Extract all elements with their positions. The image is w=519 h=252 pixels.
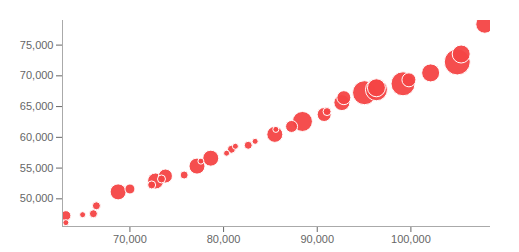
svg-text:55,000: 55,000 — [20, 162, 54, 174]
svg-text:60,000: 60,000 — [20, 131, 54, 143]
svg-text:90,000: 90,000 — [300, 233, 334, 245]
svg-text:75,000: 75,000 — [20, 39, 54, 51]
svg-text:70,000: 70,000 — [20, 69, 54, 81]
svg-text:100,000: 100,000 — [391, 233, 431, 245]
svg-text:50,000: 50,000 — [20, 192, 54, 204]
svg-text:70,000: 70,000 — [113, 233, 147, 245]
svg-text:65,000: 65,000 — [20, 100, 54, 112]
svg-text:80,000: 80,000 — [207, 233, 241, 245]
